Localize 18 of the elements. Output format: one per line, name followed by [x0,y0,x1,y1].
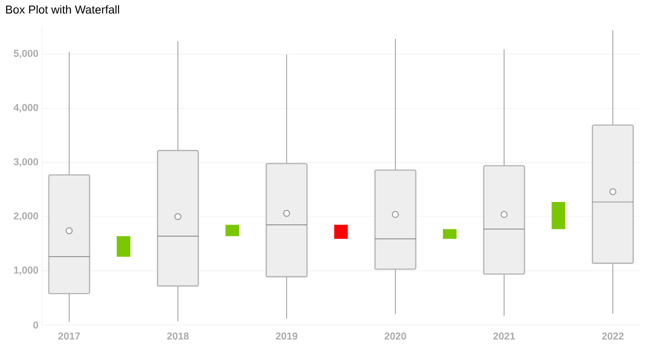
x-tick-label: 2020 [384,332,406,340]
bar [225,224,240,236]
x-tick-label: 2017 [58,332,80,340]
x-tick-label: 2021 [493,332,515,340]
y-tick-label: 0 [33,321,38,329]
bar [334,224,348,239]
x-tick-label: 2019 [276,332,298,340]
x-tick-label: 2022 [602,332,624,340]
bar [552,202,566,230]
bar [116,236,130,257]
y-tick-label: 2,000 [14,212,38,221]
y-tick-label: 3,000 [14,158,38,167]
y-tick-label: 1,000 [14,266,38,276]
chart-title: Box Plot with Waterfall [6,5,120,14]
y-tick-label: 5,000 [14,50,38,58]
y-tick-label: 4,000 [14,104,38,113]
x-tick-label: 2018 [167,332,189,340]
bar [442,229,457,239]
